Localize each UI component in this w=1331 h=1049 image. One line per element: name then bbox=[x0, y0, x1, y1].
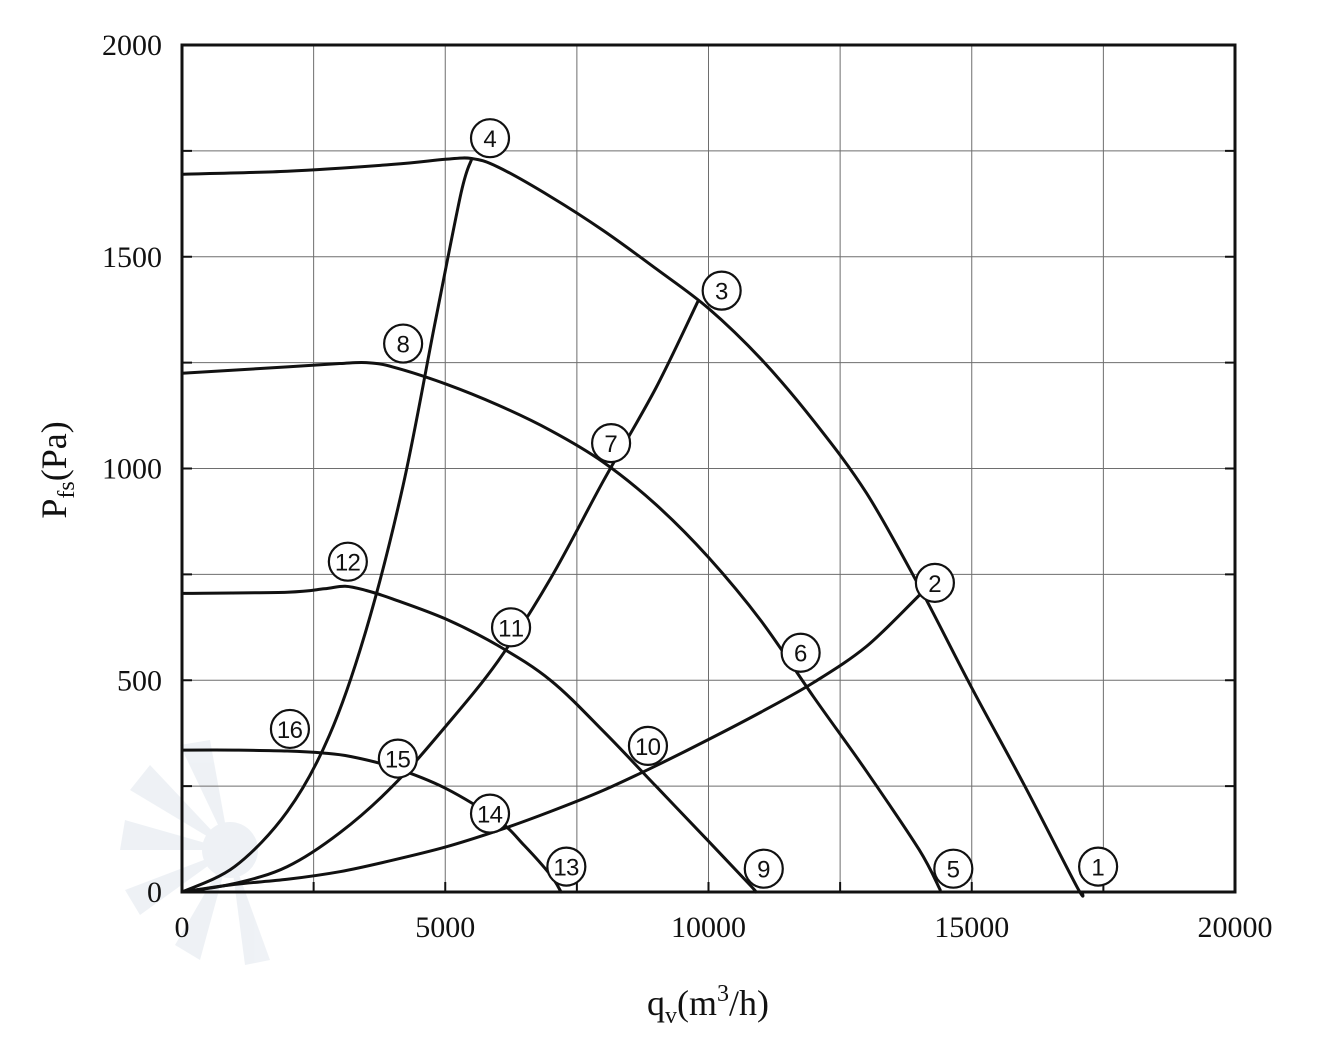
marker-circle bbox=[469, 793, 511, 834]
x-tick-label: 10000 bbox=[671, 911, 746, 944]
marker-label: 5 bbox=[947, 857, 960, 884]
point-marker-11: 11 bbox=[490, 607, 532, 648]
point-marker-9: 9 bbox=[743, 848, 784, 889]
point-marker-14: 14 bbox=[469, 793, 511, 834]
marker-label: 6 bbox=[794, 641, 807, 668]
marker-circle bbox=[933, 848, 974, 889]
point-marker-8: 8 bbox=[383, 323, 424, 364]
marker-circle bbox=[490, 607, 532, 648]
point-marker-12: 12 bbox=[327, 541, 368, 582]
marker-label: 8 bbox=[396, 332, 409, 359]
marker-label: 4 bbox=[483, 126, 496, 153]
y-tick-label: 1500 bbox=[102, 241, 162, 274]
point-marker-1: 1 bbox=[1078, 846, 1119, 887]
marker-label: 15 bbox=[385, 747, 411, 774]
point-marker-16: 16 bbox=[269, 708, 311, 750]
marker-label: 2 bbox=[928, 571, 941, 598]
fan-curve-5-8 bbox=[180, 360, 942, 892]
curves bbox=[180, 156, 1085, 898]
marker-circle bbox=[1078, 846, 1119, 887]
x-axis-title: qv(m3/h) bbox=[647, 981, 769, 1029]
x-tick-label: 0 bbox=[175, 911, 190, 944]
marker-circle bbox=[269, 708, 311, 750]
y-tick-labels: 0 500 1000 1500 2000 bbox=[102, 29, 162, 909]
point-marker-3: 3 bbox=[701, 270, 742, 311]
marker-circle bbox=[701, 270, 742, 311]
x-tick-labels: 0 5000 10000 15000 20000 bbox=[175, 911, 1273, 944]
marker-circle bbox=[327, 541, 368, 582]
marker-circle bbox=[627, 725, 669, 766]
marker-label: 10 bbox=[635, 734, 661, 761]
marker-circle bbox=[383, 323, 424, 364]
y-tick-label: 0 bbox=[147, 876, 162, 909]
marker-label: 12 bbox=[335, 550, 361, 577]
fan-curve-9-12 bbox=[180, 584, 758, 894]
y-tick-label: 2000 bbox=[102, 29, 162, 62]
marker-label: 9 bbox=[757, 857, 770, 884]
point-marker-5: 5 bbox=[933, 848, 974, 889]
y-tick-label: 1000 bbox=[102, 453, 162, 486]
system-curve-3-14 bbox=[180, 157, 474, 894]
point-marker-15: 15 bbox=[377, 738, 418, 779]
marker-label: 1 bbox=[1091, 855, 1104, 882]
point-marker-10: 10 bbox=[627, 725, 669, 766]
system-curve-1-16 bbox=[180, 594, 921, 894]
marker-circle bbox=[469, 118, 511, 159]
marker-circle bbox=[590, 422, 632, 464]
fan-curve-1-4 bbox=[180, 156, 1085, 898]
marker-circle bbox=[377, 738, 418, 779]
marker-label: 16 bbox=[277, 717, 303, 744]
grid-lines bbox=[182, 45, 1235, 892]
point-marker-2: 2 bbox=[914, 562, 955, 603]
marker-label: 14 bbox=[477, 802, 503, 829]
marker-circle bbox=[780, 632, 821, 673]
point-marker-4: 4 bbox=[469, 118, 511, 159]
marker-label: 7 bbox=[604, 431, 617, 458]
point-marker-7: 7 bbox=[590, 422, 632, 464]
point-marker-6: 6 bbox=[780, 632, 821, 673]
point-marker-13: 13 bbox=[546, 846, 587, 887]
marker-label: 13 bbox=[553, 855, 579, 882]
marker-circle bbox=[743, 848, 784, 889]
y-axis-title: Pfs(Pa) bbox=[34, 421, 80, 518]
x-tick-label: 5000 bbox=[415, 911, 475, 944]
tick-marks bbox=[182, 149, 1235, 892]
marker-label: 3 bbox=[715, 279, 728, 306]
x-tick-label: 20000 bbox=[1198, 911, 1273, 944]
x-tick-label: 15000 bbox=[934, 911, 1009, 944]
watermark-logo bbox=[120, 740, 270, 965]
marker-circle bbox=[914, 562, 955, 603]
marker-label: 11 bbox=[498, 615, 524, 642]
system-curve-2-15 bbox=[180, 299, 700, 894]
y-tick-label: 500 bbox=[117, 664, 162, 697]
marker-circle bbox=[546, 846, 587, 887]
